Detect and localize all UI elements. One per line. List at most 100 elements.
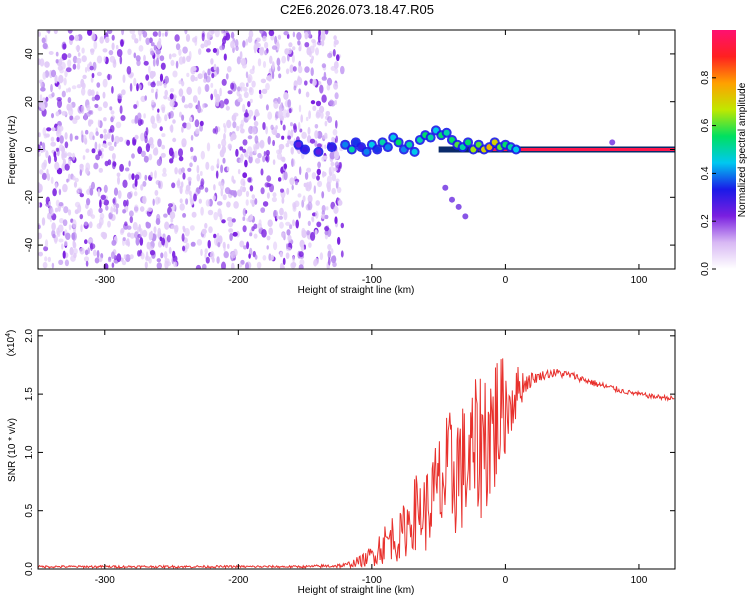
noise-speckle <box>161 133 166 138</box>
noise-speckle <box>50 136 55 142</box>
noise-speckle <box>270 254 274 261</box>
noise-speckle <box>262 122 266 130</box>
noise-speckle <box>314 130 319 139</box>
noise-speckle <box>120 39 124 47</box>
noise-speckle <box>253 115 257 121</box>
noise-speckle <box>299 128 303 133</box>
noise-speckle <box>326 84 331 91</box>
noise-speckle <box>296 76 303 86</box>
noise-speckle <box>332 255 337 262</box>
noise-speckle <box>139 237 144 246</box>
noise-speckle <box>169 158 174 164</box>
noise-speckle <box>128 160 131 167</box>
noise-speckle <box>315 47 319 56</box>
noise-speckle <box>286 187 290 195</box>
noise-speckle <box>330 66 336 71</box>
noise-speckle <box>277 34 282 40</box>
noise-speckle <box>303 182 307 188</box>
noise-speckle <box>221 145 226 154</box>
noise-speckle <box>93 40 98 50</box>
noise-speckle <box>287 135 292 140</box>
noise-speckle <box>143 54 146 62</box>
noise-speckle <box>142 195 147 205</box>
noise-speckle <box>336 186 342 194</box>
noise-speckle <box>175 60 179 69</box>
noise-speckle <box>302 195 306 202</box>
noise-speckle <box>39 141 43 146</box>
noise-speckle <box>168 203 173 208</box>
signal-blob <box>427 134 434 141</box>
noise-speckle <box>142 31 148 38</box>
noise-speckle <box>55 147 60 152</box>
signal-blob <box>513 146 520 153</box>
noise-speckle <box>64 259 69 267</box>
noise-speckle <box>147 81 151 86</box>
noise-speckle <box>236 56 241 65</box>
noise-speckle <box>262 155 266 163</box>
signal-blob <box>416 136 423 143</box>
noise-speckle <box>64 141 69 149</box>
noise-speckle <box>195 264 202 269</box>
noise-speckle <box>137 250 141 257</box>
noise-speckle <box>333 42 337 48</box>
x-tick-label: 100 <box>631 275 648 286</box>
noise-speckle <box>70 255 76 262</box>
noise-speckle <box>110 116 114 123</box>
noise-speckle <box>80 224 83 233</box>
noise-speckle <box>249 185 254 192</box>
noise-speckle <box>214 30 220 38</box>
noise-speckle <box>337 199 343 206</box>
noise-speckle <box>82 155 86 160</box>
y-tick-label: 0.5 <box>24 503 35 517</box>
noise-speckle <box>185 34 191 42</box>
noise-speckle <box>221 78 227 86</box>
noise-speckle <box>102 48 108 53</box>
noise-speckle <box>51 127 56 132</box>
noise-speckle <box>212 195 216 201</box>
noise-speckle <box>218 100 225 109</box>
noise-speckle <box>85 129 89 135</box>
noise-speckle <box>215 93 221 103</box>
noise-speckle <box>161 32 165 37</box>
noise-speckle <box>98 167 104 173</box>
noise-speckle <box>116 172 121 178</box>
noise-speckle <box>155 218 161 225</box>
spectrogram-marks <box>293 125 675 220</box>
noise-speckle <box>273 241 278 251</box>
noise-speckle <box>53 30 58 35</box>
signal-blob <box>400 146 407 153</box>
noise-speckle <box>294 180 298 186</box>
noise-speckle <box>321 205 326 212</box>
noise-speckle <box>283 171 288 181</box>
noise-speckle <box>82 74 87 80</box>
noise-speckle <box>242 40 246 48</box>
noise-speckle <box>164 89 168 97</box>
noise-speckle <box>111 134 114 143</box>
noise-speckle <box>335 135 339 143</box>
noise-speckle <box>77 52 81 57</box>
noise-speckle <box>268 30 275 37</box>
noise-speckle <box>181 95 186 104</box>
noise-speckle <box>255 113 258 118</box>
noise-speckle <box>150 81 156 88</box>
noise-speckle <box>156 158 162 167</box>
noise-speckle <box>265 156 268 162</box>
noise-speckle <box>71 85 77 90</box>
noise-speckle <box>253 146 257 154</box>
noise-speckle <box>122 209 126 214</box>
noise-speckle <box>249 87 254 96</box>
noise-speckle <box>52 188 57 197</box>
noise-speckle <box>334 150 340 160</box>
noise-speckle <box>79 193 85 198</box>
noise-speckle <box>99 36 104 44</box>
noise-speckle <box>324 214 329 220</box>
noise-speckle <box>184 30 188 35</box>
carrier-line <box>478 148 675 151</box>
noise-speckle <box>110 206 114 214</box>
noise-speckle <box>240 259 245 265</box>
noise-speckle <box>278 215 283 220</box>
noise-speckle <box>237 86 241 92</box>
noise-speckle <box>254 135 259 144</box>
noise-speckle <box>74 34 80 42</box>
noise-speckle <box>174 150 178 159</box>
